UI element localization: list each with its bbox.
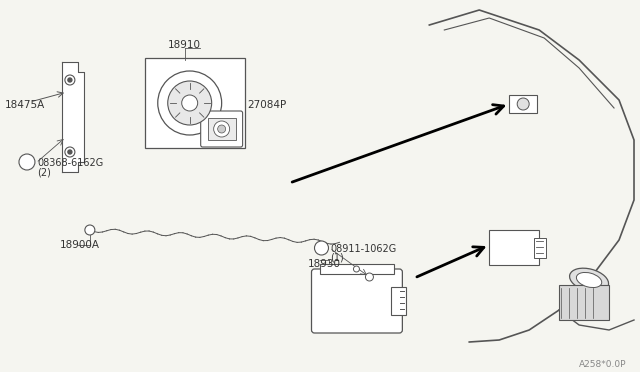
Circle shape (365, 273, 373, 281)
Polygon shape (62, 62, 84, 172)
Circle shape (214, 121, 230, 137)
Circle shape (182, 95, 198, 111)
Circle shape (157, 71, 221, 135)
Bar (207, 118, 236, 140)
Bar (145, 58, 244, 148)
Circle shape (85, 225, 95, 235)
Text: A258*0.0P: A258*0.0P (579, 360, 627, 369)
Text: (1): (1) (330, 253, 344, 263)
Text: 18910: 18910 (168, 40, 201, 50)
Circle shape (65, 75, 75, 85)
Circle shape (517, 98, 529, 110)
Text: 08911-1062G: 08911-1062G (330, 244, 397, 254)
Circle shape (19, 154, 35, 170)
Text: 18930: 18930 (307, 259, 340, 269)
Ellipse shape (577, 272, 602, 288)
Text: 27084P: 27084P (248, 100, 287, 110)
Bar (319, 264, 394, 274)
Bar (392, 287, 406, 315)
Circle shape (68, 150, 72, 154)
Circle shape (168, 81, 212, 125)
Circle shape (218, 125, 226, 133)
Text: N: N (318, 244, 325, 253)
Text: 08368-6162G: 08368-6162G (37, 158, 103, 168)
Text: S: S (24, 157, 30, 167)
Circle shape (353, 266, 360, 272)
FancyBboxPatch shape (201, 111, 243, 147)
FancyBboxPatch shape (312, 269, 403, 333)
Circle shape (68, 78, 72, 82)
Ellipse shape (570, 268, 609, 292)
Circle shape (314, 241, 328, 255)
Bar (509, 95, 537, 113)
Text: 18475A: 18475A (5, 100, 45, 110)
Bar (489, 230, 539, 265)
Text: (2): (2) (37, 167, 51, 177)
Bar (559, 285, 609, 320)
Bar (534, 238, 546, 258)
Text: 18900A: 18900A (60, 240, 100, 250)
Circle shape (65, 147, 75, 157)
